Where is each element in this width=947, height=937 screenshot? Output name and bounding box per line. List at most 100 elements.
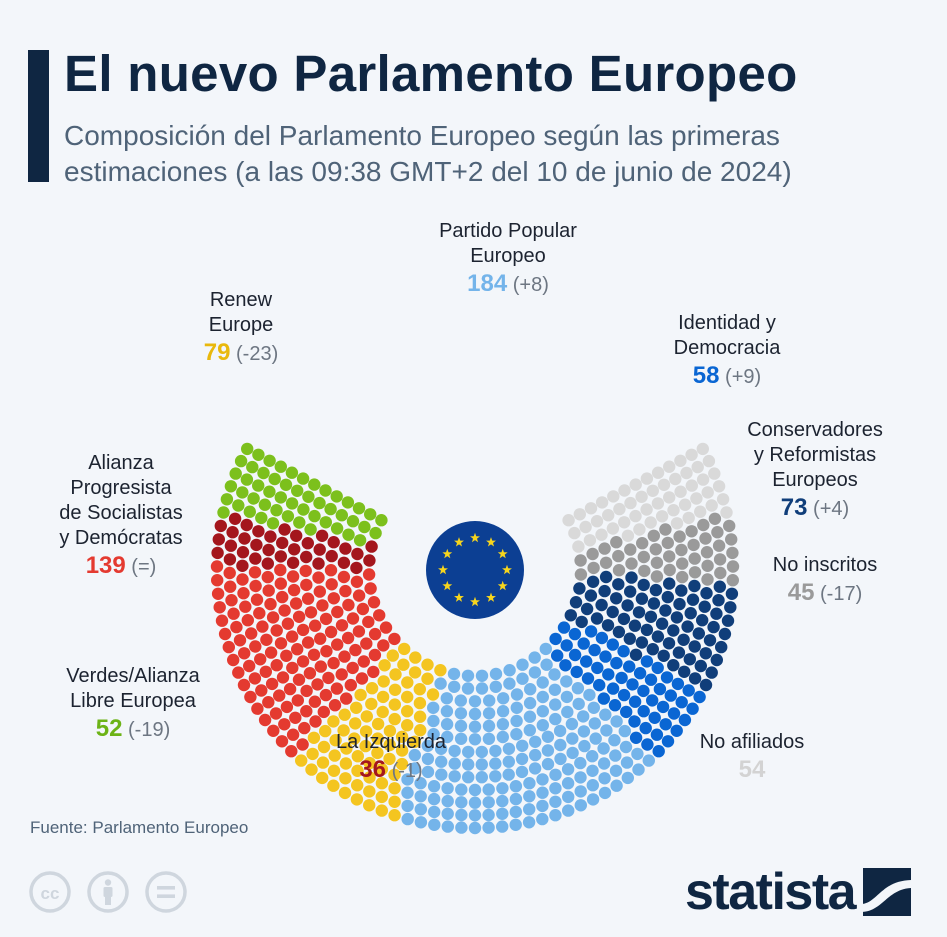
seat-4 <box>401 799 414 813</box>
seat-4 <box>475 758 488 771</box>
seat-2 <box>281 617 295 630</box>
seat-2 <box>296 655 310 668</box>
seat-4 <box>515 752 529 766</box>
party-name-line: Renew <box>209 289 273 311</box>
seat-4 <box>482 783 495 796</box>
seat-6 <box>632 606 646 619</box>
seat-6 <box>640 623 654 637</box>
seat-8 <box>651 497 665 510</box>
seat-2 <box>227 607 240 620</box>
seat-change: (+9) <box>719 366 762 388</box>
seat-0 <box>220 493 234 506</box>
seat-6 <box>715 640 728 654</box>
seat-2 <box>349 643 362 657</box>
seat-7 <box>714 566 727 580</box>
seat-6 <box>673 597 686 611</box>
seat-4 <box>529 735 542 748</box>
seat-2 <box>251 702 264 715</box>
seat-5 <box>678 713 692 727</box>
seat-2 <box>245 627 258 640</box>
seat-4 <box>489 744 502 758</box>
seat-5 <box>608 699 622 712</box>
seat-4 <box>561 777 575 790</box>
seat-2 <box>308 695 322 708</box>
seat-6 <box>628 619 642 632</box>
seat-8 <box>674 454 687 467</box>
seat-4 <box>536 773 549 786</box>
seat-6 <box>651 630 665 643</box>
seat-5 <box>581 672 595 685</box>
seat-4 <box>421 765 435 779</box>
seat-8 <box>696 473 710 486</box>
party-name-line: No inscritos <box>772 554 878 576</box>
seat-0 <box>241 442 254 456</box>
seat-3 <box>350 793 364 806</box>
seat-2 <box>280 649 293 662</box>
seat-3 <box>376 705 389 719</box>
seat-4 <box>496 718 510 731</box>
seat-3 <box>401 719 414 732</box>
seat-3 <box>337 724 350 737</box>
seat-2 <box>337 570 351 584</box>
seat-7 <box>676 570 689 584</box>
seat-4 <box>539 642 552 656</box>
seat-3 <box>306 747 319 761</box>
seat-6 <box>688 672 702 685</box>
seat-2 <box>262 584 275 597</box>
seat-6 <box>569 596 583 609</box>
seat-6 <box>601 619 615 632</box>
seat-6 <box>724 601 737 614</box>
seat-2 <box>267 724 280 737</box>
seat-2 <box>276 671 290 684</box>
seat-2 <box>320 645 333 658</box>
seat-4 <box>496 794 509 808</box>
seat-4 <box>597 742 610 755</box>
seat-6 <box>672 646 686 659</box>
seat-2 <box>285 630 299 643</box>
seat-4 <box>468 809 482 822</box>
seat-3 <box>295 754 308 767</box>
seat-0 <box>364 508 377 521</box>
seat-2 <box>270 624 283 637</box>
seat-2 <box>213 601 226 614</box>
seat-4 <box>468 733 482 746</box>
seat-6 <box>625 571 638 584</box>
seat-6 <box>612 625 626 639</box>
seat-2 <box>238 647 251 660</box>
seat-2 <box>368 627 382 641</box>
seat-3 <box>316 756 330 769</box>
seat-6 <box>703 634 717 647</box>
seat-8 <box>644 516 657 529</box>
seat-8 <box>635 490 648 503</box>
seat-2 <box>285 745 298 758</box>
seat-4 <box>435 768 448 781</box>
seat-7 <box>688 566 702 579</box>
seat-4 <box>572 697 585 711</box>
seat-8 <box>670 517 684 530</box>
seat-6 <box>612 578 625 591</box>
seat-4 <box>578 739 591 753</box>
seat-8 <box>669 472 682 486</box>
seat-2 <box>362 615 375 629</box>
seat-3 <box>375 790 388 804</box>
seat-3 <box>408 735 421 748</box>
seat-2 <box>338 650 351 663</box>
seat-2 <box>362 568 376 581</box>
seat-6 <box>678 665 691 678</box>
seat-4 <box>503 664 516 677</box>
seat-change: (+4) <box>807 498 850 520</box>
seat-6 <box>649 583 663 597</box>
party-label-8: No afiliados 54 <box>662 730 842 784</box>
statista-logo[interactable]: statista <box>685 862 912 922</box>
seat-4 <box>401 773 414 786</box>
seat-change: (-1) <box>386 760 423 782</box>
seat-2 <box>300 684 313 698</box>
seat-4 <box>441 820 454 833</box>
seat-7 <box>650 570 664 583</box>
party-name-line: Progresista <box>70 477 172 499</box>
by-icon <box>87 871 129 913</box>
party-name-line: de Socialistas <box>59 502 183 524</box>
seat-2 <box>296 623 310 637</box>
seat-2 <box>341 631 355 645</box>
seat-4 <box>541 757 555 771</box>
